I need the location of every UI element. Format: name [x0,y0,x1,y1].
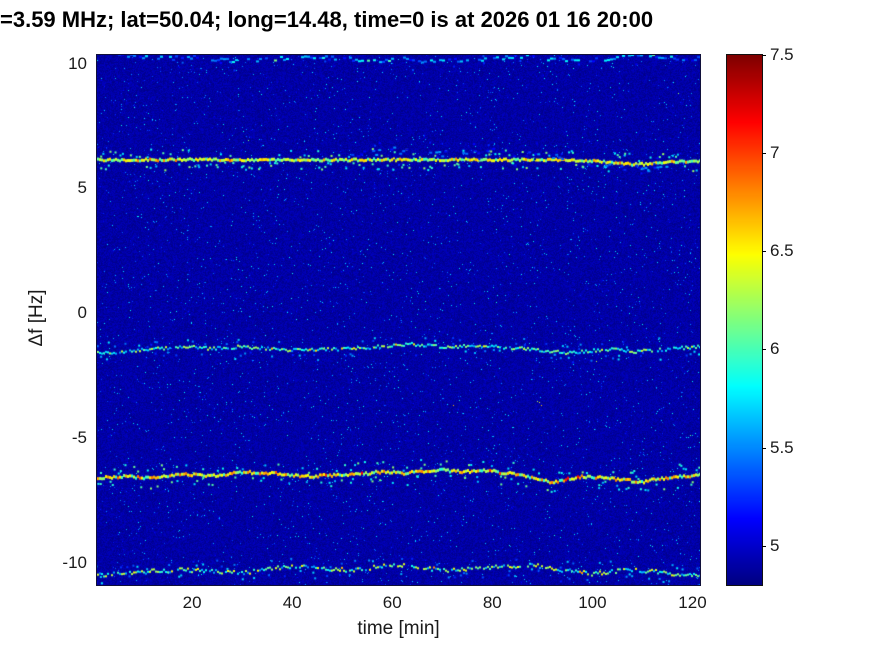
colorbar-tick-label: 7.5 [770,45,794,64]
x-axis-label: time [min] [357,618,440,639]
y-tick-label: 5 [77,178,87,198]
colorbar-tick-mark [762,447,766,449]
colorbar-tick-label: 6 [770,339,780,359]
x-tick-label: 40 [282,593,302,612]
colorbar-tick-label: 5 [770,535,780,555]
x-tick-label: 60 [382,593,402,612]
colorbar-tick-label: 7 [770,143,780,163]
colorbar-tick-mark [762,349,766,351]
y-tick-label: -10 [62,552,87,572]
colorbar-canvas [726,54,763,586]
x-tick-label: 20 [182,593,202,612]
y-tick-label: 10 [68,53,87,73]
x-tick-label: 80 [482,593,502,612]
chart-title: =3.59 MHz; lat=50.04; long=14.48, time=0… [0,7,654,32]
colorbar-tick-label: 5.5 [770,437,794,457]
colorbar-tick-mark [762,251,766,253]
colorbar-tick-mark [762,545,766,547]
spectrogram-canvas [96,54,701,586]
colorbar-tick-mark [762,55,766,56]
colorbar-tick-mark [762,153,766,155]
y-tick-label: -5 [71,427,87,447]
x-tick-label: 120 [678,593,707,612]
y-tick-label: 0 [77,303,87,323]
x-tick-label: 100 [578,593,607,612]
y-axis-label: Δf [Hz] [26,289,47,347]
colorbar-tick-label: 6.5 [770,241,794,261]
